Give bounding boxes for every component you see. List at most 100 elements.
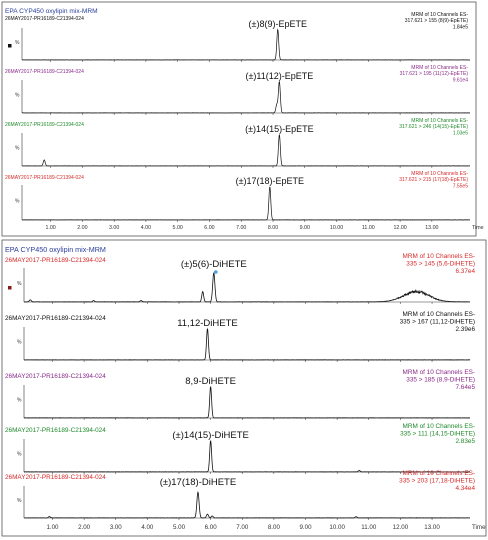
x-tick-label: 7.00 (236, 524, 249, 531)
y-axis-unit: % (15, 199, 20, 205)
mrm-channel-label: 317.621 > 215 (17(18)-EpETE) (399, 177, 468, 183)
mrm-channel-label: 335 > 167 (11,12-DiHETE) (400, 319, 475, 326)
mrm-channel-label: MRM of 10 Channels ES- (403, 470, 475, 477)
mrm-channel-label: 335 > 185 (8,9-DiHETE) (406, 377, 475, 384)
trace-1: 26MAY2017-PR16189-C21394-024 MRM of 10 Ch… (5, 12, 471, 62)
trace-5: 26MAY2017-PR16189-C21394-024 MRM of 10 Ch… (5, 470, 475, 520)
x-tick-label: 11.00 (361, 524, 377, 531)
y-axis-unit: % (17, 452, 22, 458)
intensity-label: 7.55e5 (453, 183, 469, 189)
y-axis-unit: % (15, 40, 20, 46)
mrm-channel-label: 317.621 > 195 (11(12)-EpETE) (400, 71, 469, 77)
panel-title: EPA CYP450 oxylipin mix-MRM (5, 8, 98, 15)
intensity-label: 4.34e4 (455, 485, 475, 492)
x-tick-label: 8.00 (268, 524, 281, 531)
sample-label: 26MAY2017-PR16189-C21394-024 (5, 16, 84, 22)
sample-label: 26MAY2017-PR16189-C21394-024 (5, 315, 106, 322)
sample-label: 26MAY2017-PR16189-C21394-024 (5, 175, 84, 181)
chromatogram-line (23, 386, 470, 419)
x-tick-label: 9.00 (300, 225, 310, 231)
compound-label: (±)11(12)-EpETE (245, 71, 313, 81)
sample-label: 26MAY2017-PR16189-C21394-024 (5, 373, 106, 380)
mrm-channel-label: MRM of 10 Channels ES- (411, 171, 468, 177)
x-tick-label: 4.00 (141, 524, 154, 531)
intensity-label: 9.61e4 (453, 77, 469, 83)
chromatogram-line (23, 328, 471, 361)
x-tick-label: 6.00 (205, 524, 218, 531)
panel-frame (1, 1, 477, 237)
sample-label: 26MAY2017-PR16189-C21394-024 (5, 474, 106, 481)
mrm-channel-label: 317.621 > 155 (8(9)-EpETE) (405, 18, 469, 24)
compound-label: 11,12-DiHETE (177, 318, 238, 329)
x-tick-label: 10.00 (329, 524, 345, 531)
y-axis-unit: % (17, 340, 22, 346)
compound-label: (±)8(9)-EpETE (249, 19, 307, 29)
mrm-channel-label: MRM of 10 Channels ES- (411, 65, 468, 71)
trace-1: 26MAY2017-PR16189-C21394-024 MRM of 10 Ch… (5, 253, 475, 304)
mrm-channel-label: MRM of 10 Channels ES- (403, 369, 475, 376)
chromatogram-panel-1: EPA CYP450 oxylipin mix-MRM26MAY2017-PR1… (1, 1, 484, 237)
chromatogram-line (23, 271, 471, 303)
compound-label: (±)14(15)-EpETE (245, 124, 313, 134)
trace-4: 26MAY2017-PR16189-C21394-024 MRM of 10 Ch… (5, 171, 470, 222)
mrm-channel-label: MRM of 10 Channels ES- (411, 12, 468, 18)
x-tick-label: 5.00 (173, 225, 183, 231)
intensity-label: 2.39e6 (455, 326, 475, 333)
panel-title: EPA CYP450 oxylipin mix-MRM (5, 245, 106, 254)
chromatogram-line (21, 134, 471, 167)
chromatogram-line (21, 81, 471, 114)
intensity-label: 1.84e5 (453, 24, 469, 30)
x-tick-label: 6.00 (204, 225, 214, 231)
x-tick-label: 12.00 (393, 225, 406, 231)
intensity-label: 6.37e4 (455, 268, 475, 275)
x-tick-label: 1.00 (45, 225, 55, 231)
x-tick-label: 11.00 (362, 225, 375, 231)
peak-marker (213, 270, 218, 274)
panel-frame (1, 239, 487, 537)
chromatogram-line (21, 28, 471, 61)
legend-marker (8, 44, 12, 48)
compound-label: (±)17(18)-DiHETE (160, 477, 236, 488)
compound-label: 8,9-DiHETE (185, 376, 236, 387)
x-tick-label: 10.00 (330, 225, 343, 231)
intensity-label: 7.64e5 (455, 384, 475, 391)
x-axis-label: Time (472, 524, 486, 531)
compound-label: (±)17(18)-EpETE (236, 176, 304, 186)
mrm-channel-label: MRM of 10 Channels ES- (403, 423, 475, 430)
sample-label: 26MAY2017-PR16189-C21394-024 (5, 257, 106, 264)
sample-label: 26MAY2017-PR16189-C21394-024 (5, 122, 84, 128)
mrm-channel-label: 317.621 > 246 (14(15)-EpETE) (399, 124, 468, 130)
x-tick-label: 1.00 (46, 524, 59, 531)
chromatogram-line (23, 440, 471, 473)
x-axis-label: Time (472, 225, 484, 231)
x-tick-label: 7.00 (236, 225, 246, 231)
x-tick-label: 2.00 (77, 225, 87, 231)
trace-2: 26MAY2017-PR16189-C21394-024 MRM of 10 Ch… (5, 65, 471, 115)
mrm-channel-label: MRM of 10 Channels ES- (411, 118, 468, 124)
sample-label: 26MAY2017-PR16189-C21394-024 (5, 427, 106, 434)
x-tick-label: 8.00 (268, 225, 278, 231)
trace-4: 26MAY2017-PR16189-C21394-024 MRM of 10 Ch… (5, 423, 475, 474)
chromatogram-line (21, 186, 470, 221)
x-tick-label: 3.00 (110, 524, 123, 531)
legend-marker (8, 286, 12, 290)
x-tick-label: 2.00 (78, 524, 91, 531)
intensity-label: 1.03e5 (453, 130, 469, 136)
sample-label: 26MAY2017-PR16189-C21394-024 (5, 69, 84, 75)
x-tick-label: 3.00 (109, 225, 119, 231)
x-tick-label: 9.00 (299, 524, 312, 531)
mrm-channel-label: 335 > 145 (5,6-DiHETE) (406, 261, 475, 268)
x-tick-label: 4.00 (141, 225, 151, 231)
y-axis-unit: % (15, 93, 20, 99)
x-tick-label: 5.00 (173, 524, 186, 531)
chromatogram-line (23, 490, 471, 519)
chromatogram-panel-2: EPA CYP450 oxylipin mix-MRM 26MAY2017-PR1… (1, 239, 487, 537)
mrm-channel-label: MRM of 10 Channels ES- (403, 311, 475, 318)
y-axis-unit: % (17, 398, 22, 404)
intensity-label: 2.83e5 (455, 438, 475, 445)
trace-3: 26MAY2017-PR16189-C21394-024 MRM of 10 Ch… (5, 369, 475, 420)
compound-label: (±)5(6)-DiHETE (181, 259, 247, 270)
mrm-channel-label: 335 > 203 (17,18-DiHETE) (399, 478, 475, 485)
y-axis-unit: % (15, 146, 20, 152)
